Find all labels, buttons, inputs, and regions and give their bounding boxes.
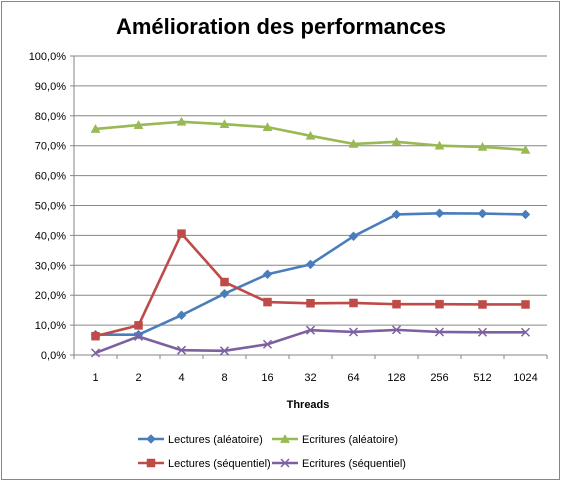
series-2 <box>90 116 531 154</box>
data-point <box>177 229 186 238</box>
series-lines <box>90 116 531 358</box>
y-tick-label: 30,0% <box>35 260 66 272</box>
data-point <box>220 277 229 287</box>
data-point <box>520 209 531 220</box>
data-point <box>262 122 273 132</box>
chart-title: Amélioration des performances <box>116 14 446 39</box>
y-tick-label: 10,0% <box>35 320 66 332</box>
legend-marker <box>280 433 290 443</box>
legend-label: Ecritures (séquentiel) <box>302 458 406 470</box>
legend-marker <box>280 458 290 468</box>
data-point <box>391 136 402 146</box>
x-tick-label: 2 <box>135 372 141 384</box>
data-point <box>348 231 359 242</box>
series-1 <box>90 208 531 340</box>
series-line <box>95 232 526 338</box>
y-tick-label: 80,0% <box>35 111 66 123</box>
x-tick-label: 16 <box>261 372 273 384</box>
data-point <box>521 300 530 309</box>
data-point <box>262 339 273 349</box>
data-point <box>477 141 488 151</box>
series-3 <box>91 229 530 341</box>
y-tick-label: 90,0% <box>35 81 66 93</box>
data-point <box>176 310 187 321</box>
data-point <box>434 140 445 150</box>
y-tick-label: 100,0% <box>29 51 67 63</box>
data-point <box>305 259 316 270</box>
legend-entry: Lectures (séquentiel) <box>138 458 271 470</box>
data-point <box>91 331 100 341</box>
data-point <box>263 297 272 307</box>
x-tick-label: 8 <box>221 372 227 384</box>
gridlines <box>74 55 547 326</box>
series-line <box>95 211 526 336</box>
data-point <box>306 299 315 308</box>
data-point <box>348 327 359 337</box>
data-point <box>391 325 402 335</box>
data-point <box>392 299 401 309</box>
data-point <box>262 269 273 280</box>
data-point <box>305 325 316 335</box>
legend-entry: Ecritures (aléatoire) <box>272 433 398 446</box>
data-point <box>477 208 488 219</box>
data-point <box>434 208 445 219</box>
data-point <box>176 116 187 126</box>
data-point <box>391 209 402 220</box>
y-tick-label: 70,0% <box>35 141 66 153</box>
y-tick-label: 60,0% <box>35 171 66 183</box>
data-point <box>133 331 144 341</box>
data-point <box>305 130 316 140</box>
data-point <box>219 119 230 129</box>
y-tick-label: 50,0% <box>35 201 66 213</box>
legend-label: Lectures (aléatoire) <box>168 434 263 446</box>
x-tick-label: 128 <box>387 372 405 384</box>
x-tick-label: 1024 <box>513 372 537 384</box>
x-tick-label: 1 <box>92 372 98 384</box>
data-point <box>348 138 359 148</box>
data-point <box>176 345 187 355</box>
legend: Lectures (aléatoire) Ecritures (aléatoire… <box>138 433 406 470</box>
x-tick-label: 64 <box>347 372 359 384</box>
legend-label: Lectures (séquentiel) <box>168 458 271 470</box>
data-point <box>90 348 101 358</box>
data-point <box>219 346 230 356</box>
data-point <box>520 144 531 154</box>
x-tick-label: 512 <box>473 372 491 384</box>
data-point <box>134 321 143 330</box>
x-tick-label: 32 <box>304 372 316 384</box>
legend-label: Ecritures (aléatoire) <box>302 434 398 446</box>
data-point <box>434 327 445 337</box>
legend-entry: Lectures (aléatoire) <box>138 434 263 446</box>
x-tick-label: 4 <box>178 372 184 384</box>
x-tick-label: 256 <box>430 372 448 384</box>
data-point <box>477 327 488 337</box>
data-point <box>349 298 358 308</box>
y-tick-label: 0,0% <box>41 350 66 362</box>
series-4 <box>90 325 531 358</box>
y-tick-label: 40,0% <box>35 230 66 242</box>
data-point <box>435 299 444 309</box>
legend-marker <box>146 458 156 468</box>
data-point <box>133 120 144 129</box>
legend-marker <box>146 434 156 444</box>
data-point <box>219 288 230 299</box>
legend-entry: Ecritures (séquentiel) <box>272 458 406 470</box>
y-tick-labels: 0,0% 10,0% 20,0% 30,0% 40,0% 50,0% 60,0% 70,0% 8… <box>29 51 67 362</box>
data-point <box>90 123 101 133</box>
x-tick-labels: 1 2 4 8 16 32 64 128 256 512 1024 <box>92 372 537 384</box>
data-point <box>478 300 487 309</box>
x-axis-title: Threads <box>287 399 330 411</box>
axes <box>70 55 548 359</box>
data-point <box>520 327 531 337</box>
series-line <box>95 328 526 355</box>
y-tick-label: 20,0% <box>35 290 66 302</box>
